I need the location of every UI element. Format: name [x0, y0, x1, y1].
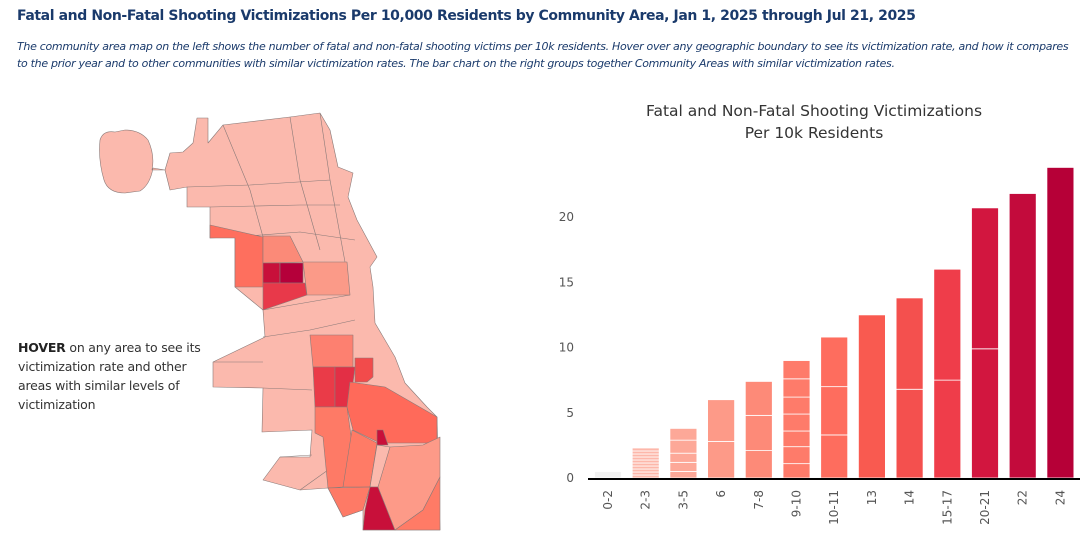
- bar-segment-15-17[interactable]: [933, 268, 962, 381]
- x-tick-label: 20-21: [978, 490, 992, 525]
- x-tick-label: 13: [865, 490, 879, 505]
- x-tick-label: 14: [903, 490, 917, 505]
- bar-segment-14[interactable]: [895, 297, 924, 390]
- bar-segment-3-5[interactable]: [669, 461, 698, 472]
- chart-title: Fatal and Non-Fatal Shooting Victimizati…: [600, 100, 1028, 144]
- bar-segment-7-8[interactable]: [744, 381, 773, 416]
- x-tick-label: 15-17: [940, 490, 954, 525]
- bar-segment-9-10[interactable]: [782, 360, 811, 380]
- x-tick-label: 6: [714, 490, 728, 498]
- x-tick-label: 24: [1053, 490, 1067, 505]
- map-area-greater-grand-crossing[interactable]: [346, 381, 438, 444]
- bar-segment-13[interactable]: [858, 314, 886, 479]
- bar-segment-3-5[interactable]: [669, 471, 698, 479]
- bar-segment-2-3[interactable]: [631, 468, 660, 473]
- bar-segment-6[interactable]: [707, 399, 735, 442]
- bar-segment-9-10[interactable]: [782, 430, 811, 448]
- bar-segment-0-2[interactable]: [594, 471, 622, 479]
- map-area-chatham[interactable]: [376, 429, 389, 446]
- bar-segment-2-3[interactable]: [631, 453, 660, 458]
- bar-segment-2-3[interactable]: [631, 474, 660, 479]
- x-tick-label: 22: [1016, 490, 1030, 505]
- bar-segment-10-11[interactable]: [820, 336, 849, 388]
- map-area-near-west-side[interactable]: [302, 261, 351, 296]
- bar-segment-2-3[interactable]: [631, 456, 660, 461]
- bar-segment-2-3[interactable]: [631, 459, 660, 464]
- bar-segment-24[interactable]: [1046, 167, 1075, 479]
- bar-segment-20-21[interactable]: [971, 207, 999, 350]
- x-tick-label: 3-5: [676, 490, 690, 510]
- bar-segment-2-3[interactable]: [631, 447, 660, 452]
- bar-segment-10-11[interactable]: [820, 434, 849, 479]
- bar-segment-6[interactable]: [707, 441, 735, 479]
- bar-segment-20-21[interactable]: [971, 348, 999, 479]
- bar-segment-2-3[interactable]: [631, 471, 660, 476]
- bar-segment-15-17[interactable]: [933, 379, 962, 479]
- bar-segment-7-8[interactable]: [744, 414, 773, 451]
- map-area-riverdale[interactable]: [362, 486, 396, 531]
- page-title: Fatal and Non-Fatal Shooting Victimizati…: [17, 8, 916, 24]
- bar-segment-7-8[interactable]: [744, 450, 773, 479]
- x-tick-label: 9-10: [790, 490, 804, 517]
- bar-segment-3-5[interactable]: [669, 439, 698, 454]
- bar-segment-9-10[interactable]: [782, 446, 811, 465]
- bar-segment-2-3[interactable]: [631, 462, 660, 467]
- map-area-washington-park[interactable]: [354, 357, 374, 383]
- bar-segment-3-5[interactable]: [669, 452, 698, 463]
- bar-segment-10-11[interactable]: [820, 386, 849, 436]
- x-tick-label: 0-2: [601, 490, 615, 510]
- chart-title-line2: Per 10k Residents: [744, 124, 884, 142]
- x-tick-label: 2-3: [639, 490, 653, 510]
- chart-title-line1: Fatal and Non-Fatal Shooting Victimizati…: [645, 102, 983, 120]
- bar-segment-14[interactable]: [895, 388, 924, 479]
- hover-hint-bold: HOVER: [18, 340, 66, 355]
- bar-segment-9-10[interactable]: [782, 396, 811, 415]
- map-area-hegewisch[interactable]: [394, 476, 441, 531]
- map-boundaries: [186, 112, 356, 491]
- map-hover-hint: HOVER on any area to see its victimizati…: [18, 338, 218, 414]
- hover-hint-text: on any area to see its victimization rat…: [18, 340, 201, 412]
- y-tick-label: 10: [559, 341, 574, 355]
- map-area-auburn-gresham[interactable]: [314, 406, 353, 489]
- y-tick-label: 15: [559, 275, 574, 289]
- y-tick-label: 20: [559, 210, 574, 224]
- bar-segment-9-10[interactable]: [782, 378, 811, 398]
- bar-segment-22[interactable]: [1008, 193, 1037, 479]
- bar-segment-9-10[interactable]: [782, 413, 811, 432]
- page-description: The community area map on the left shows…: [17, 40, 1069, 70]
- y-tick-label: 5: [566, 406, 574, 420]
- bar-segment-9-10[interactable]: [782, 463, 811, 479]
- bar-segment-2-3[interactable]: [631, 450, 660, 455]
- bar-segment-3-5[interactable]: [669, 428, 698, 441]
- x-tick-label: 7-8: [752, 490, 766, 510]
- map-area-morgan-park[interactable]: [327, 486, 371, 518]
- x-tick-label: 10-11: [827, 490, 841, 525]
- bar-segment-2-3[interactable]: [631, 465, 660, 470]
- y-tick-label: 0: [566, 471, 574, 485]
